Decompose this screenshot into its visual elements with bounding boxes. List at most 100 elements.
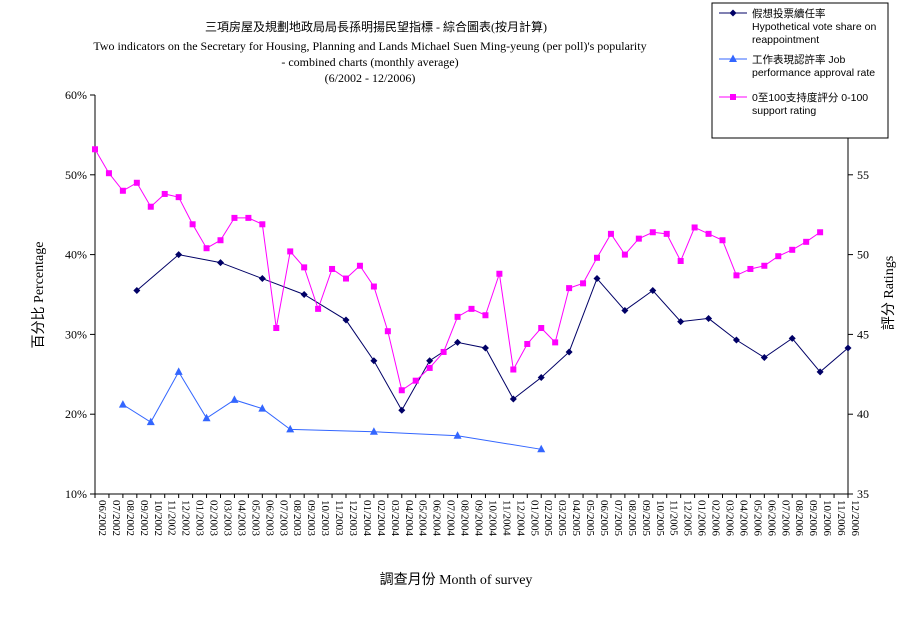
y-left-tick-label: 40%	[65, 248, 87, 262]
x-tick-label: 07/2006	[779, 500, 791, 537]
x-tick-label: 06/2006	[765, 500, 777, 537]
legend-entry-2: 工作表現認許率 Job performance approval rate	[719, 53, 875, 79]
data-point	[133, 287, 141, 295]
data-point	[398, 387, 405, 394]
series-3	[92, 146, 824, 394]
chart-title: 三項房屋及規劃地政局局長孫明揚民望指標 - 綜合圖表(按月計算) Two ind…	[93, 19, 646, 85]
x-tick-label: 07/2004	[445, 500, 457, 537]
data-point	[300, 291, 308, 298]
data-point	[496, 270, 503, 277]
data-point	[175, 251, 183, 259]
legend-marker	[729, 54, 737, 62]
data-point	[565, 348, 573, 356]
data-point	[789, 246, 796, 253]
x-tick-label: 06/2005	[598, 500, 610, 537]
y-right-axis-label: 評分 Ratings	[881, 256, 897, 330]
data-point	[733, 272, 740, 279]
data-point	[174, 367, 183, 375]
data-point	[426, 364, 433, 371]
x-tick-label: 09/2002	[138, 500, 150, 536]
data-point	[259, 221, 266, 228]
data-point	[482, 312, 489, 319]
data-point	[146, 417, 155, 426]
y-right-tick-label: 40	[857, 407, 869, 421]
y-left-tick-label: 10%	[65, 487, 87, 501]
data-point	[538, 325, 545, 332]
x-tick-label: 07/2003	[277, 500, 289, 537]
data-point	[92, 146, 98, 153]
y-right-tick-label: 45	[857, 327, 869, 341]
x-tick-label: 10/2006	[821, 500, 833, 537]
data-point	[788, 334, 796, 342]
data-point	[635, 235, 642, 242]
data-point	[105, 170, 112, 177]
title-line-chinese: 三項房屋及規劃地政局局長孫明揚民望指標 - 綜合圖表(按月計算)	[205, 19, 547, 34]
data-point	[133, 179, 140, 186]
y-right-tick-label: 50	[857, 248, 869, 262]
x-tick-label: 01/2004	[361, 500, 373, 537]
data-point	[649, 287, 657, 295]
x-tick-label: 04/2004	[403, 500, 415, 537]
data-point	[161, 190, 168, 197]
data-point	[760, 354, 768, 362]
x-tick-label: 05/2006	[751, 500, 763, 537]
data-point	[369, 427, 378, 435]
data-point	[453, 431, 462, 439]
data-point	[343, 275, 349, 282]
y-left-tick-label: 20%	[65, 407, 87, 421]
x-tick-label: 09/2005	[640, 500, 652, 537]
data-point	[342, 316, 350, 324]
data-point	[398, 406, 406, 414]
y-left-tick-label: 30%	[65, 327, 87, 341]
data-point	[217, 237, 224, 244]
title-line-period: (6/2002 - 12/2006)	[325, 71, 416, 85]
data-point	[301, 264, 308, 271]
data-point	[468, 305, 475, 312]
x-tick-label: 12/2004	[514, 500, 526, 537]
data-point	[258, 404, 267, 412]
x-tick-label: 09/2006	[807, 500, 819, 537]
data-point	[677, 318, 685, 326]
data-point	[524, 340, 531, 347]
x-tick-label: 01/2005	[528, 500, 540, 537]
data-point	[775, 253, 782, 260]
x-tick-label: 01/2006	[696, 500, 708, 537]
data-point	[370, 283, 377, 290]
x-tick-label: 03/2006	[724, 500, 736, 537]
data-point	[566, 285, 573, 292]
data-point	[817, 229, 824, 236]
x-tick-label: 06/2002	[96, 500, 108, 536]
data-point	[175, 194, 182, 201]
data-point	[594, 254, 600, 261]
series-1	[133, 251, 852, 414]
series-2	[118, 367, 546, 453]
data-point	[510, 366, 517, 373]
x-axis-label: 調查月份 Month of survey	[380, 572, 533, 588]
data-point	[537, 373, 545, 381]
x-tick-label: 04/2005	[570, 500, 582, 537]
data-point	[329, 265, 336, 272]
x-tick-label: 06/2004	[431, 500, 443, 537]
x-tick-label: 10/2003	[319, 500, 331, 537]
legend-label: 工作表現認許率 Job performance approval rate	[752, 53, 875, 79]
legend-marker	[729, 9, 737, 17]
data-point	[803, 238, 810, 245]
data-point	[118, 400, 127, 408]
x-tick-label: 10/2004	[486, 500, 498, 537]
y-left-axis-label: 百分比 Percentage	[31, 242, 47, 349]
data-point	[537, 444, 546, 453]
data-point	[621, 306, 629, 314]
data-point	[245, 214, 252, 221]
data-point	[315, 305, 322, 312]
data-point	[203, 245, 210, 252]
data-point	[509, 395, 517, 403]
x-tick-label: 08/2003	[291, 500, 303, 537]
data-point	[816, 368, 824, 376]
x-tick-label: 12/2003	[347, 500, 359, 537]
data-point	[732, 336, 740, 344]
data-point	[384, 328, 391, 335]
series-line-2	[122, 370, 542, 450]
x-tick-label: 03/2003	[222, 500, 234, 537]
x-tick-label: 09/2003	[305, 500, 317, 537]
data-point	[217, 259, 224, 267]
